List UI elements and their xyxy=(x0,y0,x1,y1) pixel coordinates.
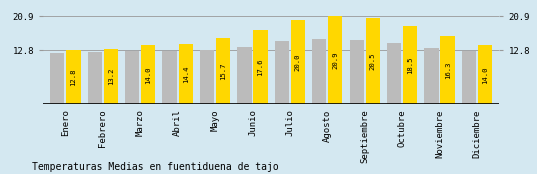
Bar xyxy=(366,18,380,104)
Bar xyxy=(424,48,439,104)
Bar xyxy=(141,45,155,104)
Bar xyxy=(50,53,64,104)
Bar xyxy=(67,50,81,104)
Bar xyxy=(237,48,251,104)
Bar xyxy=(200,50,214,104)
Bar xyxy=(350,40,364,104)
Bar xyxy=(387,43,401,104)
Bar xyxy=(275,41,289,104)
Bar xyxy=(163,51,177,104)
Text: 14.0: 14.0 xyxy=(482,66,488,84)
Text: 15.7: 15.7 xyxy=(220,62,226,80)
Text: 12.8: 12.8 xyxy=(70,69,76,86)
Bar xyxy=(328,16,343,104)
Text: 13.2: 13.2 xyxy=(108,68,114,85)
Text: 20.5: 20.5 xyxy=(370,52,376,70)
Text: 14.0: 14.0 xyxy=(146,66,151,84)
Text: 20.0: 20.0 xyxy=(295,53,301,71)
Text: 20.9: 20.9 xyxy=(332,52,338,69)
Bar xyxy=(125,51,139,104)
Text: 18.5: 18.5 xyxy=(407,57,413,74)
Bar xyxy=(216,38,230,104)
Bar xyxy=(104,49,118,104)
Bar xyxy=(478,45,492,104)
Text: 17.6: 17.6 xyxy=(258,58,264,76)
Text: 16.3: 16.3 xyxy=(445,61,451,79)
Bar xyxy=(462,51,476,104)
Text: 14.4: 14.4 xyxy=(183,65,188,83)
Bar xyxy=(312,39,326,104)
Bar xyxy=(291,20,305,104)
Bar xyxy=(88,53,102,104)
Bar xyxy=(179,44,193,104)
Bar xyxy=(403,26,417,104)
Bar xyxy=(440,36,455,104)
Bar xyxy=(253,30,267,104)
Text: Temperaturas Medias en fuentiduena de tajo: Temperaturas Medias en fuentiduena de ta… xyxy=(32,162,279,172)
